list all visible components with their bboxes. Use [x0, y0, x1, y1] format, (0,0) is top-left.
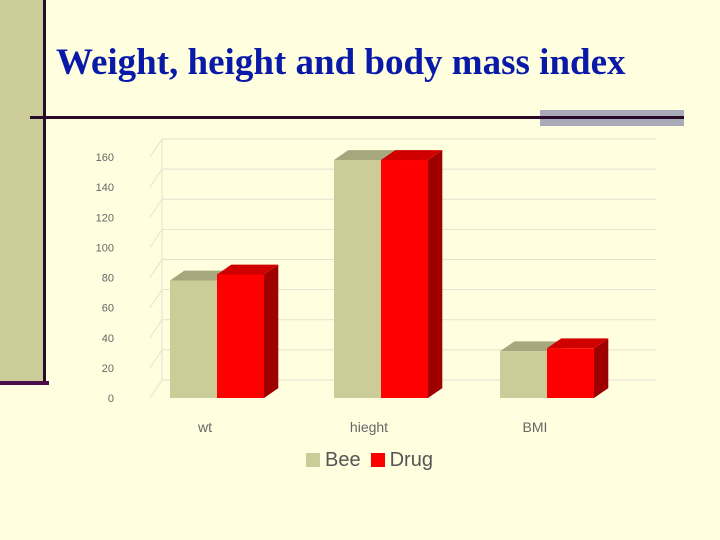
y-tick-label: 80	[102, 273, 114, 285]
y-tick-label: 20	[102, 363, 114, 375]
bar-top-bee-wt	[170, 270, 232, 281]
bar-top-bee-bmi	[500, 341, 562, 352]
x-tick-label: hieght	[350, 419, 388, 435]
x-tick-label: BMI	[523, 419, 548, 435]
bar-side-drug-bmi	[594, 338, 609, 398]
gridline-slant	[149, 198, 163, 218]
bar-top-drug-bmi	[547, 338, 609, 349]
y-tick-label: 0	[108, 393, 114, 405]
bar-bee-bmi	[500, 351, 547, 398]
gridline-slant	[149, 229, 163, 248]
legend-label-bee: Bee	[325, 448, 361, 471]
bar-drug-wt	[217, 274, 264, 398]
chart-legend: Bee Drug	[306, 448, 433, 472]
bar-top-drug-wt	[217, 264, 279, 275]
y-tick-label: 60	[102, 303, 114, 315]
bar-bee-wt	[170, 280, 217, 398]
title-rule	[30, 116, 684, 119]
gridline-slant	[149, 259, 163, 278]
bar-bee-hieght	[334, 160, 381, 398]
title-rule-accent-line	[540, 116, 684, 119]
bar-top-bee-hieght	[334, 150, 396, 161]
y-tick-label: 160	[96, 152, 114, 164]
bar-drug-bmi	[547, 348, 594, 398]
bar-drug-hieght	[381, 160, 428, 398]
gridline-slant	[149, 379, 163, 399]
y-tick-label: 120	[96, 212, 114, 224]
y-tick-label: 100	[96, 242, 114, 254]
gridline-slant	[149, 138, 163, 158]
bar-top-drug-hieght	[381, 150, 443, 161]
x-tick-label: wt	[197, 419, 212, 435]
bar-side-drug-hieght	[428, 150, 443, 398]
gridline-slant	[149, 319, 163, 339]
gridline-slant	[149, 349, 163, 369]
legend-label-drug: Drug	[389, 448, 433, 471]
gridline-slant	[149, 168, 163, 188]
left-accent-bar-foot	[0, 381, 49, 385]
legend-item-drug: Drug	[370, 448, 433, 472]
y-tick-label: 40	[102, 333, 114, 345]
left-accent-bar	[0, 0, 46, 384]
y-tick-label: 140	[96, 182, 114, 194]
slide-title: Weight, height and body mass index	[56, 42, 626, 83]
gridline-slant	[149, 289, 163, 308]
legend-swatch-drug	[370, 453, 385, 467]
bar-side-drug-wt	[264, 264, 279, 398]
legend-item-bee: Bee	[306, 449, 361, 472]
legend-swatch-bee	[306, 453, 320, 467]
